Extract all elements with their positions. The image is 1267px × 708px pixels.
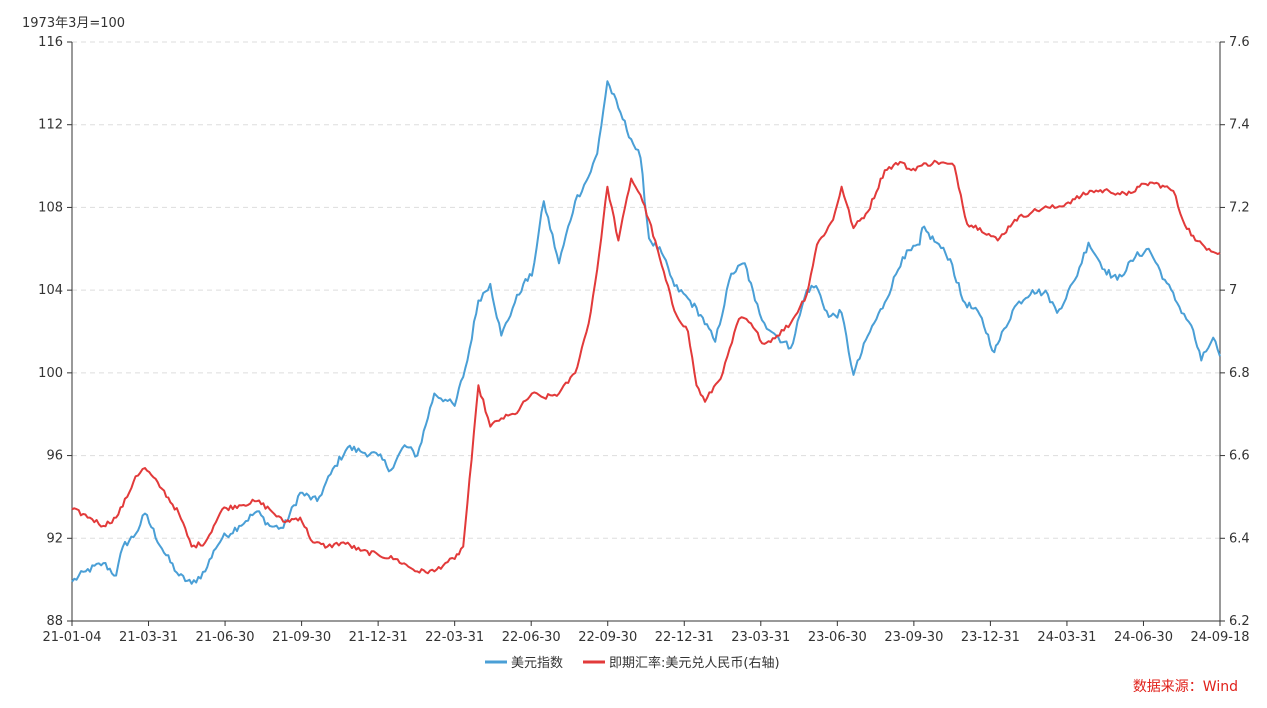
right-tick-label: 7 xyxy=(1229,283,1237,298)
left-tick-label: 100 xyxy=(38,366,63,381)
x-tick-label: 21-03-31 xyxy=(119,630,178,645)
usd-index-line xyxy=(71,80,1221,585)
x-tick-label: 24-06-30 xyxy=(1114,630,1173,645)
right-tick-label: 6.2 xyxy=(1229,614,1250,629)
left-tick-label: 88 xyxy=(46,614,63,629)
x-tick-label: 21-12-31 xyxy=(349,630,408,645)
right-tick-label: 6.6 xyxy=(1229,449,1250,464)
right-tick-label: 6.4 xyxy=(1229,531,1250,546)
x-tick-label: 21-06-30 xyxy=(196,630,255,645)
x-tick-label: 24-03-31 xyxy=(1037,630,1096,645)
x-tick-label: 23-12-31 xyxy=(961,630,1020,645)
right-tick-label: 7.6 xyxy=(1229,35,1250,50)
x-tick-label: 22-03-31 xyxy=(425,630,484,645)
right-tick-label: 7.2 xyxy=(1229,200,1250,215)
x-tick-label: 22-06-30 xyxy=(502,630,561,645)
grid-lines xyxy=(72,41,1220,539)
left-axis-unit-label: 1973年3月=100 xyxy=(22,16,125,31)
source-note: 数据来源：Wind xyxy=(1133,679,1238,695)
x-tick-label: 22-09-30 xyxy=(578,630,637,645)
left-y-axis: 88 92 96 100 104 108 112 116 xyxy=(38,35,72,629)
left-tick-label: 112 xyxy=(38,118,63,133)
right-tick-label: 7.4 xyxy=(1229,118,1250,133)
x-tick-label: 21-01-04 xyxy=(42,630,101,645)
x-tick-label: 23-03-31 xyxy=(731,630,790,645)
x-tick-label: 23-06-30 xyxy=(808,630,867,645)
legend-label: 美元指数 xyxy=(511,656,563,671)
left-tick-label: 108 xyxy=(38,200,63,215)
left-tick-label: 116 xyxy=(38,35,63,50)
right-y-axis: 6.2 6.4 6.6 6.8 7 7.2 7.4 7.6 xyxy=(1220,35,1250,629)
axes xyxy=(71,42,1221,622)
x-axis: 21-01-04 21-03-31 21-06-30 21-09-30 21-12-31… xyxy=(42,621,1250,645)
usdcny-line xyxy=(71,159,1221,575)
x-tick-label: 24-09-18 xyxy=(1190,630,1249,645)
left-tick-label: 96 xyxy=(46,449,63,464)
x-tick-label: 23-09-30 xyxy=(884,630,943,645)
x-tick-label: 21-09-30 xyxy=(272,630,331,645)
left-tick-label: 104 xyxy=(38,283,63,298)
legend: 美元指数 即期汇率:美元兑人民币(右轴) xyxy=(485,655,780,671)
x-tick-label: 22-12-31 xyxy=(655,630,714,645)
left-tick-label: 92 xyxy=(46,531,63,546)
right-tick-label: 6.8 xyxy=(1229,366,1250,381)
legend-label: 即期汇率:美元兑人民币(右轴) xyxy=(609,655,780,671)
series-lines xyxy=(71,80,1221,585)
